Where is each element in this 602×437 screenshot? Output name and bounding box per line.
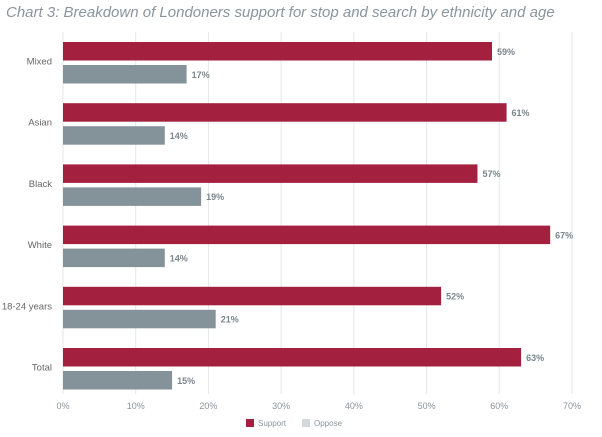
category-label: Mixed [27, 57, 52, 68]
x-tick-label: 50% [418, 401, 436, 411]
legend-label: Oppose [314, 419, 343, 428]
bar-support [63, 225, 551, 245]
data-label: 67% [555, 230, 573, 240]
bar-oppose [63, 187, 202, 206]
legend-label: Support [258, 419, 287, 428]
x-tick-label: 10% [127, 401, 145, 411]
data-label: 21% [221, 315, 239, 325]
legend-swatch-support [246, 419, 254, 427]
bar-oppose [63, 126, 165, 145]
category-label: 18-24 years [2, 301, 52, 312]
x-tick-label: 20% [199, 401, 217, 411]
bar-support [63, 42, 493, 61]
bar-support [63, 286, 442, 306]
category-label: Black [29, 179, 52, 190]
data-label: 14% [170, 131, 188, 141]
data-label: 19% [206, 192, 224, 202]
data-label: 52% [446, 292, 464, 302]
category-label: White [28, 240, 52, 251]
category-label: Asian [28, 118, 52, 129]
data-label: 61% [512, 108, 530, 118]
data-label: 17% [192, 70, 210, 80]
data-label: 57% [482, 169, 500, 179]
chart-title: Chart 3: Breakdown of Londoners support … [6, 4, 555, 21]
data-label: 15% [177, 376, 195, 386]
category-label: Total [32, 363, 52, 374]
bar-oppose [63, 248, 165, 268]
x-tick-label: 70% [563, 401, 581, 411]
bar-support [63, 164, 478, 183]
legend-swatch-oppose [302, 419, 310, 427]
x-tick-label: 60% [490, 401, 508, 411]
data-label: 63% [526, 353, 544, 363]
bar-support [63, 348, 522, 367]
bar-support [63, 103, 507, 122]
x-tick-label: 0% [56, 401, 69, 411]
bar-oppose [63, 371, 173, 390]
x-tick-label: 40% [345, 401, 363, 411]
bar-oppose [63, 309, 216, 329]
data-label: 14% [170, 253, 188, 263]
bar-oppose [63, 65, 187, 84]
x-tick-label: 30% [272, 401, 290, 411]
data-label: 59% [497, 47, 515, 57]
